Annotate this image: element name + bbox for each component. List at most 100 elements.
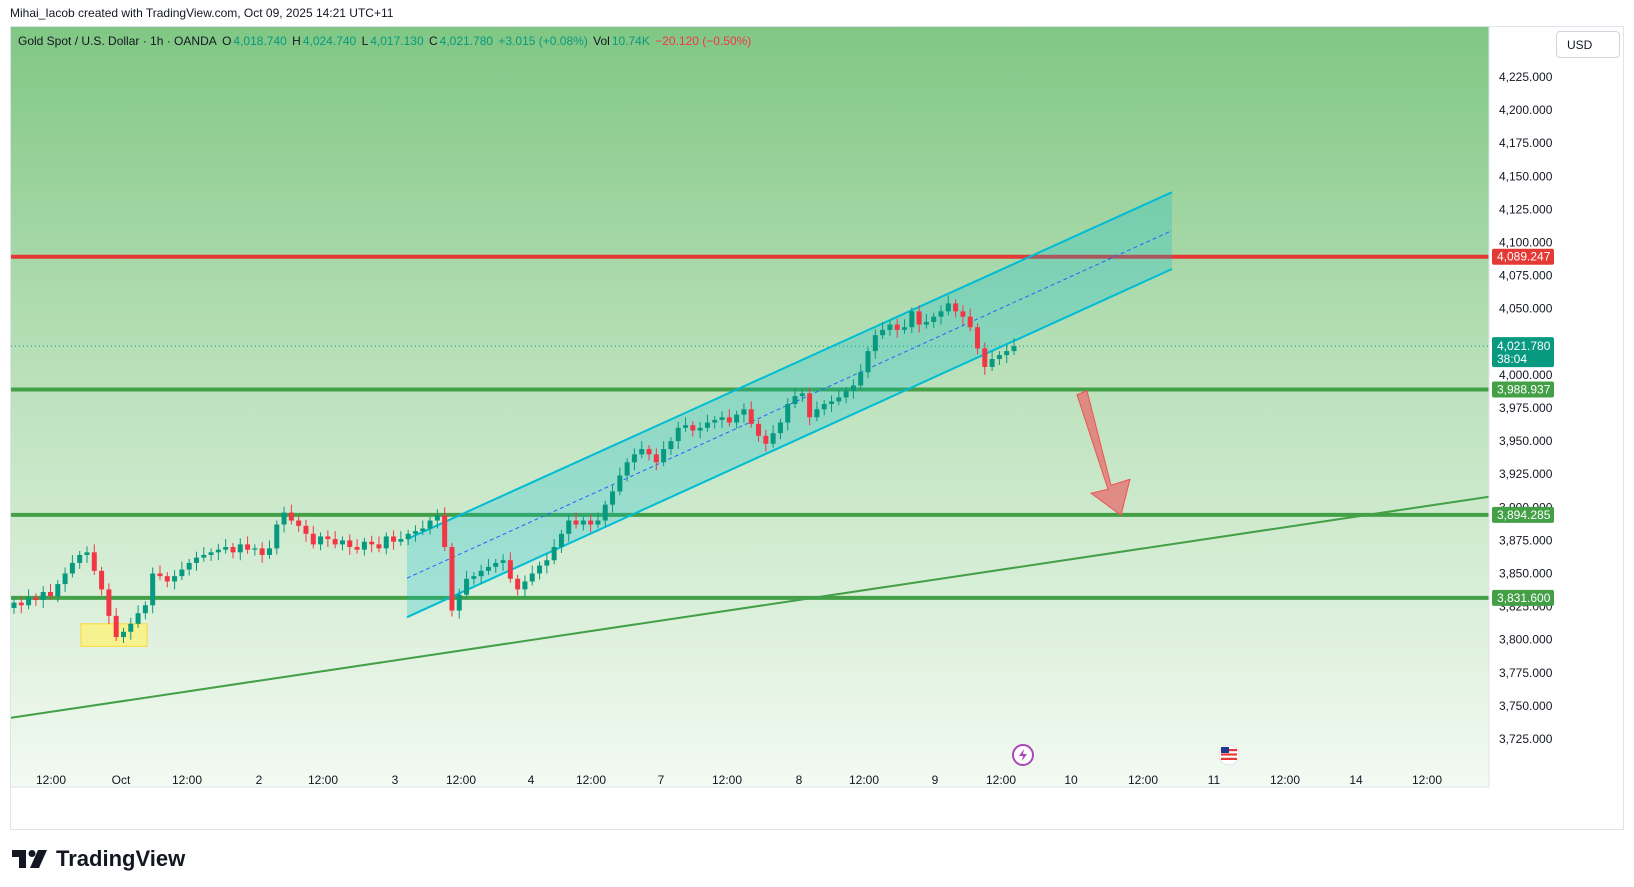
candle xyxy=(748,401,754,428)
brand-footer[interactable]: TradingView xyxy=(12,846,185,872)
candle xyxy=(11,598,17,614)
candle-body xyxy=(69,562,75,574)
candle xyxy=(741,403,747,423)
price-tag-label: 3,988.937 xyxy=(1497,383,1551,397)
candle-body xyxy=(537,565,543,574)
candle-body xyxy=(558,533,564,548)
candle xyxy=(266,540,272,559)
candle-body xyxy=(303,525,309,534)
candle xyxy=(332,531,338,549)
candle-body xyxy=(617,475,623,492)
candle xyxy=(464,570,470,599)
candle xyxy=(865,347,871,379)
candle-body xyxy=(208,552,214,555)
candle xyxy=(478,564,484,585)
candle-body xyxy=(361,541,367,550)
candle xyxy=(456,588,462,619)
candle xyxy=(135,605,141,628)
candle xyxy=(164,572,170,588)
channel-upper-line xyxy=(406,191,1173,540)
trend-line xyxy=(11,495,1490,719)
candle xyxy=(858,364,864,390)
candle-body xyxy=(887,324,893,330)
candle-body xyxy=(471,576,477,579)
low-value: 4,017.130 xyxy=(370,34,424,48)
candle xyxy=(369,535,375,553)
candle-body xyxy=(646,449,652,455)
candle xyxy=(69,554,75,578)
candle-body xyxy=(982,348,988,367)
candle xyxy=(412,525,418,542)
y-tick-label: 4,050.000 xyxy=(1499,302,1553,316)
candle xyxy=(836,389,842,406)
candle-body xyxy=(945,303,951,312)
candle-body xyxy=(843,390,849,398)
candle-body xyxy=(829,401,835,405)
candle xyxy=(391,530,397,550)
chart-frame[interactable]: 4,225.000 4,200.000 4,175.000 4,150.000 4,12… xyxy=(10,26,1624,830)
y-tick-label: 4,000.000 xyxy=(1499,368,1553,382)
x-tick-label: 12:00 xyxy=(36,773,66,787)
candle xyxy=(303,519,309,542)
candle-body xyxy=(179,569,185,577)
y-tick-label: 3,750.000 xyxy=(1499,699,1553,713)
candle xyxy=(77,550,83,569)
candle-body xyxy=(726,417,732,423)
candle xyxy=(442,507,448,551)
candle-body xyxy=(427,520,433,529)
candle xyxy=(653,448,659,471)
candle-body xyxy=(354,547,360,550)
candle xyxy=(887,320,893,336)
candle xyxy=(719,411,725,428)
candle-body xyxy=(661,449,667,463)
candle-body xyxy=(113,615,119,638)
candle xyxy=(566,514,572,542)
candle xyxy=(398,531,404,546)
candle-body xyxy=(515,578,521,590)
candle xyxy=(814,401,820,422)
candle-body xyxy=(420,528,426,532)
brand-name: TradingView xyxy=(56,846,186,871)
candle xyxy=(281,506,287,533)
candle xyxy=(544,554,550,574)
candle-body xyxy=(996,355,1002,360)
candle-body xyxy=(193,557,199,563)
symbol-title[interactable]: Gold Spot / U.S. Dollar · 1h · OANDA xyxy=(18,34,217,48)
candle-body xyxy=(230,547,236,553)
candle xyxy=(624,458,630,482)
us-flag-event-icon[interactable] xyxy=(1218,744,1240,766)
candle xyxy=(106,583,112,624)
price-chart[interactable]: 4,225.000 4,200.000 4,175.000 4,150.000 4,12… xyxy=(11,27,1623,829)
candle xyxy=(661,441,667,467)
candle-body xyxy=(880,329,886,336)
candle-body xyxy=(485,566,491,571)
candle xyxy=(208,548,214,561)
candle xyxy=(296,516,302,532)
candle-body xyxy=(814,409,820,418)
candle xyxy=(756,419,762,442)
open-key: O xyxy=(222,34,232,48)
lightning-event-icon[interactable] xyxy=(1012,744,1034,766)
candle-body xyxy=(610,491,616,505)
candle-body xyxy=(376,544,382,549)
candle-body xyxy=(347,540,353,548)
candle xyxy=(84,546,90,563)
candle-body xyxy=(142,605,148,614)
candle-body xyxy=(288,512,294,521)
candle-body xyxy=(500,560,506,563)
y-tick-label: 3,875.000 xyxy=(1499,533,1553,547)
candle-body xyxy=(799,393,805,397)
candle xyxy=(580,516,586,531)
y-tick-label: 4,075.000 xyxy=(1499,269,1553,283)
price-tag-label: 4,089.247 xyxy=(1497,250,1551,264)
candle-body xyxy=(938,311,944,317)
candle xyxy=(894,318,900,338)
candle xyxy=(354,539,360,554)
candle-body xyxy=(33,597,39,600)
candle-body xyxy=(529,573,535,582)
candle-body xyxy=(756,423,762,436)
y-tick-label: 4,175.000 xyxy=(1499,136,1553,150)
currency-button[interactable]: USD xyxy=(1556,31,1620,58)
candle xyxy=(558,529,564,553)
candle-body xyxy=(274,524,280,549)
